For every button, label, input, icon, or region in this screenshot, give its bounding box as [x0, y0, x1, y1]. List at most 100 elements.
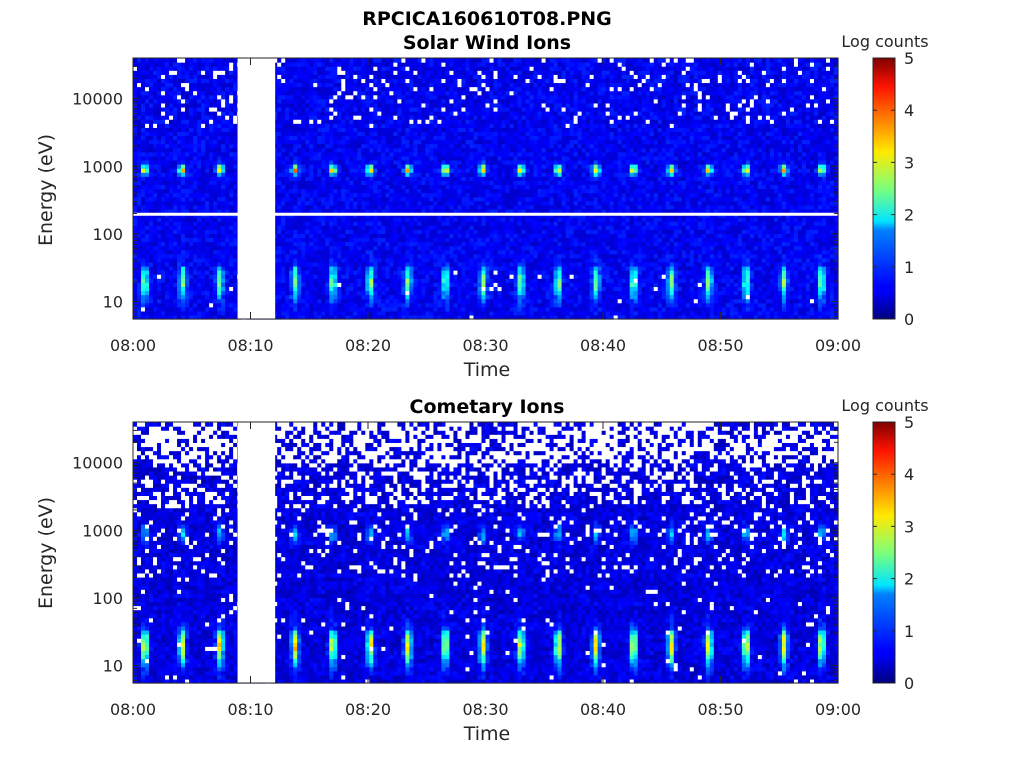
heatmap-cell	[185, 82, 190, 88]
heatmap-cell	[217, 188, 222, 194]
heatmap-cell	[417, 298, 423, 304]
heatmap-cell	[437, 208, 443, 214]
heatmap-cell	[397, 253, 402, 259]
heatmap-cell	[169, 208, 174, 214]
heatmap-cell	[413, 261, 419, 267]
heatmap-cell	[357, 204, 362, 210]
heatmap-cell	[409, 168, 414, 173]
heatmap-cell	[201, 225, 206, 230]
heatmap-cell	[429, 139, 435, 145]
heatmap-cell	[277, 168, 282, 173]
heatmap-cell	[305, 74, 310, 79]
heatmap-cell	[329, 314, 334, 320]
heatmap-cell	[401, 265, 406, 271]
heatmap-cell	[421, 86, 427, 92]
heatmap-cell	[301, 237, 306, 243]
heatmap-cell	[409, 78, 414, 84]
heatmap-cell	[353, 188, 358, 194]
heatmap-cell	[225, 66, 230, 71]
heatmap-cell	[201, 192, 206, 198]
heatmap-cell	[285, 102, 290, 108]
heatmap-cell	[305, 82, 310, 88]
heatmap-cell	[405, 298, 410, 304]
heatmap-cell	[373, 74, 378, 79]
heatmap-cell	[377, 286, 382, 292]
heatmap-cell	[213, 225, 218, 230]
heatmap-cell	[285, 286, 290, 292]
heatmap-cell	[373, 314, 378, 320]
heatmap-cell	[157, 90, 162, 96]
heatmap-cell	[213, 147, 218, 153]
heatmap-cell	[157, 164, 162, 169]
heatmap-cell	[417, 180, 423, 186]
heatmap-cell	[393, 204, 398, 210]
heatmap-cell	[229, 302, 234, 308]
heatmap-cell	[197, 249, 202, 255]
heatmap-cell	[205, 200, 210, 206]
heatmap-cell	[201, 82, 206, 88]
heatmap-cell	[333, 294, 338, 300]
heatmap-cell	[217, 310, 222, 316]
heatmap-cell	[405, 143, 410, 149]
heatmap-cell	[421, 245, 427, 251]
heatmap-cell	[161, 143, 166, 149]
heatmap-cell	[341, 270, 346, 275]
heatmap-cell	[273, 204, 278, 210]
heatmap-cell	[145, 298, 150, 304]
heatmap-cell	[189, 200, 194, 206]
heatmap-cell	[401, 257, 406, 263]
heatmap-cell	[393, 94, 398, 100]
heatmap-cell	[173, 302, 178, 308]
heatmap-cell	[333, 90, 338, 96]
heatmap-cell	[205, 286, 210, 292]
heatmap-cell	[161, 58, 166, 63]
heatmap-cell	[405, 127, 410, 133]
heatmap-cell	[217, 151, 222, 157]
heatmap-cell	[281, 298, 286, 304]
heatmap-cell	[317, 314, 322, 320]
heatmap-cell	[193, 204, 198, 210]
heatmap-cell	[225, 241, 230, 247]
heatmap-cell	[153, 204, 158, 210]
heatmap-cell	[217, 196, 222, 202]
heatmap-cell	[213, 294, 218, 300]
heatmap-cell	[341, 261, 346, 267]
heatmap-cell	[141, 188, 146, 194]
heatmap-cell	[409, 123, 414, 128]
heatmap-cell	[185, 123, 190, 128]
heatmap-cell	[225, 221, 230, 226]
heatmap-cell	[417, 147, 423, 153]
heatmap-cell	[409, 225, 414, 230]
heatmap-cell	[185, 245, 190, 251]
heatmap-cell	[433, 86, 439, 92]
heatmap-cell	[189, 102, 194, 108]
heatmap-cell	[293, 106, 298, 112]
heatmap-cell	[433, 290, 439, 296]
heatmap-cell	[305, 135, 310, 141]
heatmap-cell	[217, 270, 222, 275]
heatmap-cell	[389, 233, 394, 239]
heatmap-cell	[277, 139, 282, 145]
heatmap-cell	[273, 257, 278, 263]
heatmap-cell	[193, 86, 198, 92]
heatmap-cell	[417, 270, 423, 275]
heatmap-cell	[357, 229, 362, 234]
heatmap-cell	[297, 278, 302, 283]
heatmap-cell	[365, 139, 370, 145]
heatmap-cell	[225, 131, 230, 137]
heatmap-cell	[173, 123, 178, 128]
heatmap-cell	[409, 180, 414, 186]
heatmap-cell	[141, 180, 146, 186]
heatmap-cell	[165, 241, 170, 247]
heatmap-cell	[401, 217, 406, 222]
heatmap-cell	[373, 204, 378, 210]
heatmap-cell	[345, 245, 350, 251]
heatmap-cell	[193, 294, 198, 300]
heatmap-cell	[197, 257, 202, 263]
heatmap-cell	[205, 221, 210, 226]
heatmap-cell	[165, 151, 170, 157]
heatmap-cell	[353, 139, 358, 145]
heatmap-cell	[361, 237, 366, 243]
heatmap-cell	[133, 139, 138, 145]
heatmap-cell	[173, 66, 178, 71]
